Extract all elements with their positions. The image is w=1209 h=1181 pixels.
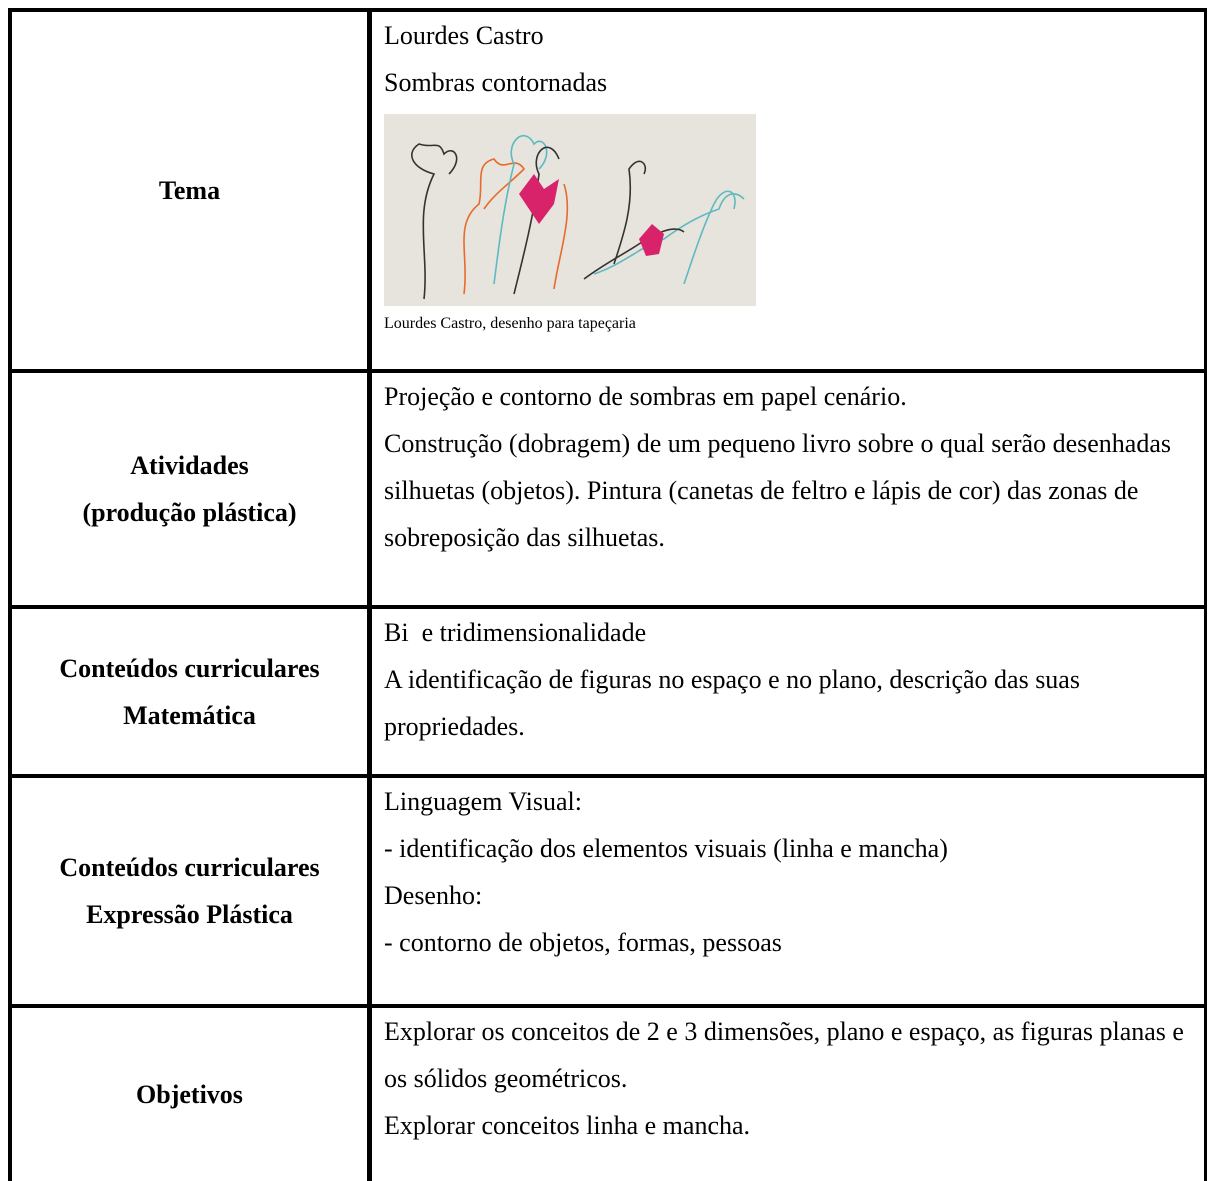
row-content: Projeção e contorno de sombras em papel … [369,371,1207,607]
content-paragraph: - identificação dos elementos visuais (l… [384,834,948,863]
content-paragraph: Explorar os conceitos de 2 e 3 dimensões… [384,1017,1191,1093]
row-content: Linguagem Visual: - identificação dos ele… [369,776,1207,1006]
table-row: Conteúdos curriculares Expressão Plástica… [8,776,1207,1006]
row-label: Tema [8,10,372,371]
table-row: Tema Lourdes Castro Sombras contornadas Lo… [8,10,1207,371]
content-paragraph: Projeção e contorno de sombras em papel … [384,382,907,411]
content-paragraph: Bi e tridimensionalidade [384,618,647,647]
label-line: Objetivos [136,1080,243,1109]
row-content: Lourdes Castro Sombras contornadas Lourde… [369,10,1207,371]
lesson-table: Tema Lourdes Castro Sombras contornadas Lo… [8,8,1207,1181]
content-paragraph: Construção (dobragem) de um pequeno livr… [384,429,1178,552]
label-line: Conteúdos curriculares [59,853,320,882]
label-line: (produção plástica) [82,498,297,527]
row-content: Bi e tridimensionalidade A identificação … [369,607,1207,776]
row-label: Objetivos [8,1006,372,1181]
label-line: Atividades [130,451,249,480]
artwork-image [384,114,756,306]
label-line: Expressão Plástica [86,900,293,929]
row-label: Conteúdos curriculares Expressão Plástica [8,776,372,1006]
label-line: Matemática [123,700,256,730]
content-paragraph: Desenho: [384,881,483,910]
content-paragraph: Explorar conceitos linha e mancha. [384,1111,751,1140]
row-label: Conteúdos curriculares Matemática [8,607,372,776]
content-paragraph: - contorno de objetos, formas, pessoas [384,928,782,957]
document: Tema Lourdes Castro Sombras contornadas Lo… [8,8,1207,1181]
content-paragraph: Linguagem Visual: [384,787,582,816]
row-label: Atividades (produção plástica) [8,371,372,607]
table-row: Objetivos Explorar os conceitos de 2 e 3 … [8,1006,1207,1181]
table-row: Conteúdos curriculares Matemática Bi e tri… [8,607,1207,776]
label-line: Conteúdos curriculares [59,653,320,683]
label-line: Tema [158,176,221,205]
content-paragraph: A identificação de figuras no espaço e n… [384,665,1087,741]
row-content: Explorar os conceitos de 2 e 3 dimensões… [369,1006,1207,1181]
table-row: Atividades (produção plástica) Projeção e … [8,371,1207,607]
content-paragraph: Sombras contornadas [384,68,608,97]
content-paragraph: Lourdes Castro [384,21,544,50]
image-caption: Lourdes Castro, desenho para tapeçaria [384,315,636,332]
